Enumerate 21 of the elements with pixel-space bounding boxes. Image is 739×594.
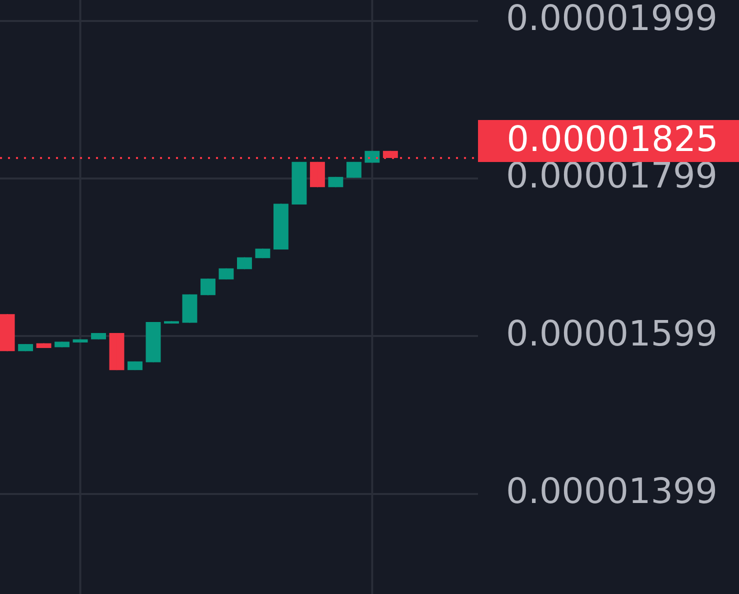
candlestick	[200, 278, 216, 296]
candlestick	[218, 268, 234, 280]
candlestick	[54, 341, 70, 348]
candlestick	[182, 294, 198, 324]
candlestick	[164, 320, 179, 324]
candlestick	[255, 248, 270, 259]
candlestick	[346, 161, 362, 178]
y-tick-label: 0.00001999	[506, 0, 718, 39]
candlestick	[310, 161, 325, 188]
candlestick	[292, 161, 307, 205]
y-tick-label: 0.00001399	[506, 472, 718, 512]
candlestick	[128, 360, 142, 371]
candlestick	[0, 314, 15, 352]
candlestick	[146, 321, 161, 363]
y-tick-label: 0.00001599	[506, 314, 718, 354]
candlestick	[18, 344, 34, 352]
candlestick	[236, 256, 252, 270]
candlestick	[273, 203, 288, 250]
candlestick	[109, 332, 124, 371]
candlestick	[328, 176, 344, 188]
candlestick	[91, 332, 106, 340]
